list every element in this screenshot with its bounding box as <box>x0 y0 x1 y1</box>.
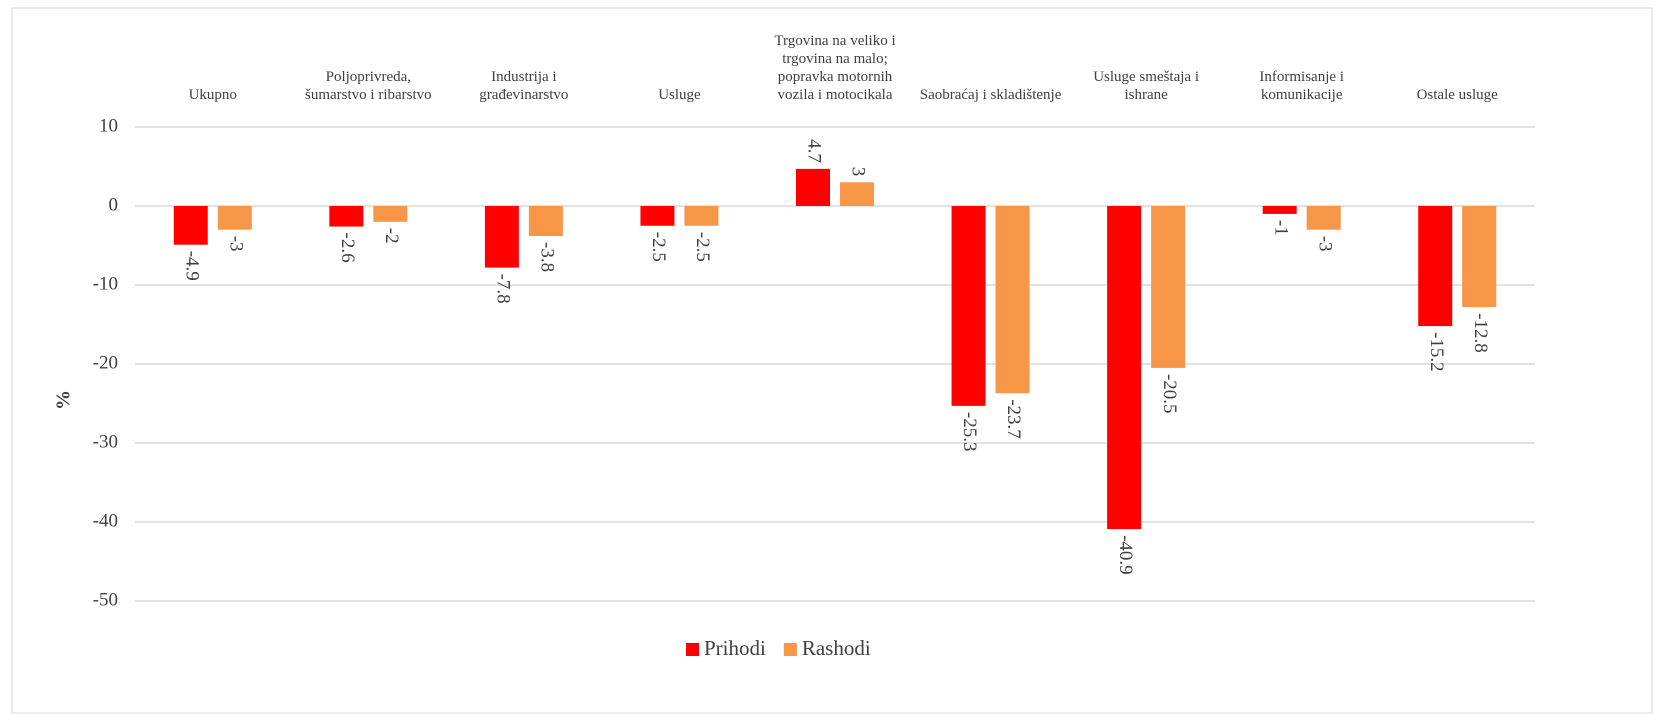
bar <box>951 206 986 406</box>
bar <box>1107 206 1142 530</box>
legend-label: Prihodi <box>704 636 766 660</box>
y-tick-label: -50 <box>93 589 118 610</box>
legend-label: Rashodi <box>802 636 871 660</box>
data-label: 4.7 <box>804 139 825 163</box>
y-tick-label: -10 <box>93 273 118 294</box>
chart-border <box>11 7 1653 714</box>
bar <box>684 206 719 226</box>
data-label: -4.9 <box>181 251 202 281</box>
y-tick-label: -30 <box>93 431 118 452</box>
data-label: -2 <box>381 228 402 244</box>
y-tick-label: 10 <box>99 115 118 136</box>
bar <box>796 168 830 206</box>
data-label: -3 <box>225 236 246 252</box>
bar <box>1462 206 1497 308</box>
bar <box>329 206 364 227</box>
legend-swatch <box>686 643 699 656</box>
category-label: Ostale usluge <box>1416 87 1498 103</box>
category-label: Trgovina na veliko i trgovina na malo; p… <box>774 33 896 103</box>
data-label: -3.8 <box>537 242 558 272</box>
bar <box>1306 206 1341 230</box>
bar <box>640 206 675 226</box>
category-label: Informisanje i komunikacije <box>1259 69 1344 103</box>
bar <box>373 206 408 222</box>
data-label: -2.5 <box>692 232 713 262</box>
legend-swatch <box>783 643 797 656</box>
bar <box>217 206 252 230</box>
y-tick-label: -20 <box>93 352 118 373</box>
category-label: Usluge smeštaja i ishrane <box>1093 69 1200 103</box>
y-tick-label: -40 <box>93 510 118 531</box>
data-label: -1 <box>1270 220 1291 236</box>
category-label: Usluge <box>658 87 701 103</box>
bar <box>1418 206 1453 327</box>
category-label: Poljoprivreda, šumarstvo i ribarstvo <box>305 69 432 103</box>
bar <box>484 206 519 268</box>
y-axis-label: % <box>53 390 75 410</box>
data-label: -12.8 <box>1470 313 1491 353</box>
data-label: -25.3 <box>959 412 980 452</box>
data-label: -20.5 <box>1159 374 1180 414</box>
category-label: Saobraćaj i skladištenje <box>919 87 1062 103</box>
data-label: -23.7 <box>1003 399 1024 439</box>
bar <box>528 206 563 237</box>
data-label: -2.6 <box>337 233 358 263</box>
data-label: -3 <box>1314 236 1335 252</box>
data-label: -15.2 <box>1426 332 1447 372</box>
y-tick-label: 0 <box>109 194 119 215</box>
data-label: -2.5 <box>648 232 669 262</box>
data-label: 3 <box>848 167 869 177</box>
bar <box>1151 206 1186 368</box>
bar <box>995 206 1030 394</box>
category-label: Ukupno <box>188 87 237 103</box>
bar <box>840 182 874 206</box>
bar <box>173 206 208 245</box>
category-label: Industrija i građevinarstvo <box>479 69 569 103</box>
data-label: -40.9 <box>1115 535 1136 575</box>
bar <box>1262 206 1297 214</box>
data-label: -7.8 <box>493 274 514 304</box>
